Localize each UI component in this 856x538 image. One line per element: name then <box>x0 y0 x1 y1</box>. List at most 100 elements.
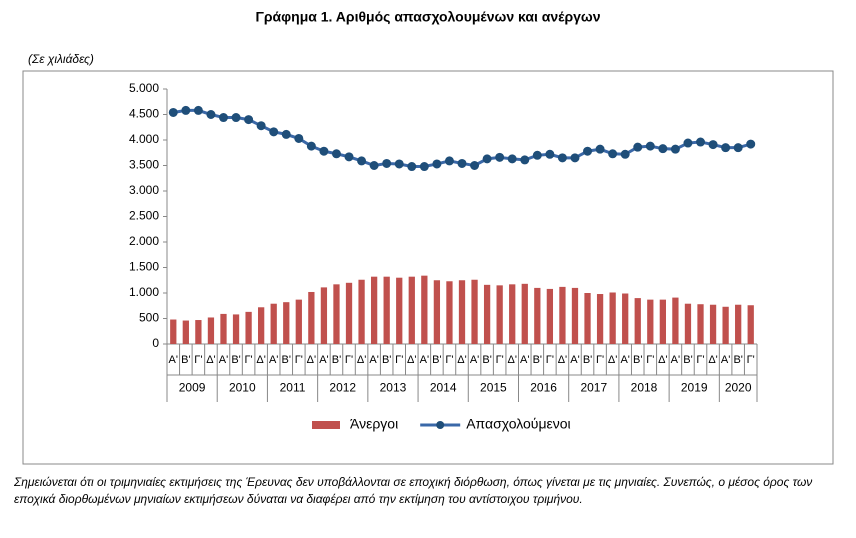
marker <box>545 149 555 159</box>
x-tick-label: Α' <box>570 354 579 366</box>
marker <box>168 107 178 117</box>
bar <box>258 307 265 344</box>
y-tick-label: 2.500 <box>129 209 159 223</box>
x-tick-label: Δ' <box>658 354 667 366</box>
bar <box>609 292 616 344</box>
y-axis-label: (Σε χιλιάδες) <box>28 52 94 66</box>
x-tick-label: Γ' <box>445 354 453 366</box>
y-tick-label: 1.500 <box>129 260 159 274</box>
x-tick-label: Α' <box>721 354 730 366</box>
marker <box>557 153 567 163</box>
bar <box>571 287 579 344</box>
x-tick-label: Α' <box>620 354 629 366</box>
x-tick-label: Γ' <box>194 354 202 366</box>
y-tick-label: 3.000 <box>129 183 159 197</box>
year-label: 2009 <box>179 381 206 395</box>
marker <box>495 152 505 162</box>
marker <box>708 140 718 150</box>
x-tick-label: Β' <box>683 354 692 366</box>
bar <box>471 279 478 344</box>
bar <box>320 287 328 344</box>
x-tick-label: Γ' <box>496 354 504 366</box>
x-tick-label: Δ' <box>256 354 265 366</box>
marker <box>344 152 354 162</box>
chart-frame <box>22 70 834 465</box>
bar <box>534 287 541 344</box>
x-tick-label: Α' <box>369 354 378 366</box>
note: Σημειώνεται ότι οι τριμηνιαίες εκτιμήσει… <box>14 475 813 506</box>
bar <box>383 276 390 344</box>
x-tick-label: Β' <box>583 354 592 366</box>
marker <box>231 113 241 123</box>
year-label: 2011 <box>280 381 306 395</box>
x-tick-label: Α' <box>520 354 529 366</box>
x-tick-label: Β' <box>332 354 341 366</box>
y-tick-label: 4.500 <box>129 107 159 121</box>
marker <box>470 161 480 170</box>
marker <box>269 127 279 137</box>
bar <box>270 303 277 344</box>
marker <box>608 149 618 159</box>
year-label: 2017 <box>580 381 607 395</box>
marker <box>645 141 655 151</box>
x-tick-label: Δ' <box>708 354 717 366</box>
bar <box>584 293 591 344</box>
x-tick-label: Α' <box>319 354 328 366</box>
year-label: 2014 <box>430 381 457 395</box>
x-tick-label: Α' <box>169 354 178 366</box>
bar <box>245 311 252 344</box>
x-tick-label: Γ' <box>696 354 704 366</box>
bar <box>370 276 378 344</box>
marker <box>306 141 316 151</box>
x-tick-label: Β' <box>482 354 491 366</box>
bar <box>709 304 717 344</box>
bar <box>295 299 302 344</box>
marker <box>432 159 442 169</box>
year-label: 2019 <box>681 381 708 395</box>
bar <box>283 302 290 344</box>
y-tick-label: 0 <box>152 336 159 350</box>
y-tick-label: 5.000 <box>129 81 159 95</box>
marker <box>319 146 329 156</box>
x-tick-label: Γ' <box>345 354 353 366</box>
marker <box>746 139 756 149</box>
bar <box>333 284 340 344</box>
bar <box>509 284 516 344</box>
x-tick-label: Β' <box>231 354 240 366</box>
x-tick-label: Α' <box>420 354 429 366</box>
bar <box>521 283 528 344</box>
x-tick-label: Β' <box>432 354 441 366</box>
x-tick-label: Δ' <box>507 354 516 366</box>
y-tick-label: 3.500 <box>129 158 159 172</box>
bar <box>684 303 692 344</box>
marker <box>721 143 731 153</box>
year-label: 2010 <box>229 381 256 395</box>
bar <box>170 319 177 344</box>
x-tick-label: Α' <box>269 354 278 366</box>
marker <box>407 162 417 172</box>
y-tick-label: 500 <box>139 311 159 325</box>
y-tick-label: 2.000 <box>129 234 159 248</box>
bar <box>722 306 729 344</box>
bar <box>672 297 679 344</box>
x-tick-label: Δ' <box>307 354 316 366</box>
marker <box>419 162 429 172</box>
x-tick-label: Α' <box>219 354 228 366</box>
bar <box>232 314 240 344</box>
marker <box>696 137 706 147</box>
marker <box>181 105 191 115</box>
x-tick-label: Β' <box>533 354 542 366</box>
marker <box>620 149 630 159</box>
x-tick-label: Γ' <box>596 354 604 366</box>
year-label: 2020 <box>725 381 752 395</box>
year-label: 2015 <box>480 381 507 395</box>
bar <box>182 320 189 344</box>
marker <box>532 150 542 160</box>
legend-swatch <box>436 421 445 429</box>
x-tick-label: Β' <box>181 354 190 366</box>
x-tick-label: Β' <box>633 354 642 366</box>
marker <box>683 138 693 148</box>
marker <box>244 115 254 125</box>
bar <box>546 288 554 344</box>
